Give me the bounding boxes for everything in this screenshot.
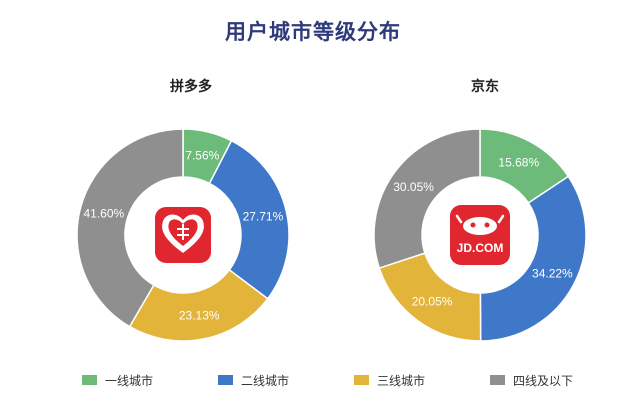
slice-value-label: 27.71% [243, 210, 284, 224]
slice-value-label: 7.56% [185, 148, 219, 162]
legend-item-tier1: 一线城市 [82, 371, 153, 389]
donut-chart-jd: 15.68% 34.22% 20.05% 30.05% JD.COM [373, 128, 587, 342]
slice-value-label: 34.22% [532, 267, 573, 281]
donut-slice-4 [76, 128, 184, 328]
legend-label: 四线及以下 [513, 373, 574, 388]
slice-value-label: 30.05% [393, 180, 434, 194]
figure-title: 用户城市等级分布 [225, 21, 401, 44]
legend-label: 一线城市 [105, 373, 154, 388]
legend-label: 三线城市 [377, 373, 426, 388]
legend-swatch [354, 375, 369, 385]
donut-slice-4 [373, 128, 481, 270]
donut-chart-pinduoduo: 7.56% 27.71% 23.13% 41.60% [76, 128, 290, 342]
legend-item-tier2: 二线城市 [218, 371, 289, 389]
legend-item-tier4: 四线及以下 [490, 371, 573, 389]
donut-slice-2 [208, 139, 290, 300]
slice-value-label: 41.60% [83, 207, 124, 221]
slice-value-label: 15.68% [498, 156, 539, 170]
jd-logo-icon: JD.COM [450, 205, 510, 265]
legend-item-tier3: 三线城市 [354, 371, 425, 389]
donut-slice-2 [479, 175, 587, 342]
chart-title-pinduoduo: 拼多多 [170, 78, 212, 94]
jd-logo-text: JD.COM [457, 241, 504, 255]
slice-value-label: 20.05% [412, 295, 453, 309]
slice-value-label: 23.13% [179, 308, 220, 322]
legend-swatch [82, 375, 97, 385]
legend-label: 二线城市 [241, 373, 290, 388]
chart-title-jd: 京东 [471, 78, 499, 94]
legend-swatch [218, 375, 233, 385]
legend-swatch [490, 375, 505, 385]
chart-legend: 一线城市 二线城市 三线城市 四线及以下 [0, 371, 626, 389]
pinduoduo-logo-icon [155, 207, 211, 263]
